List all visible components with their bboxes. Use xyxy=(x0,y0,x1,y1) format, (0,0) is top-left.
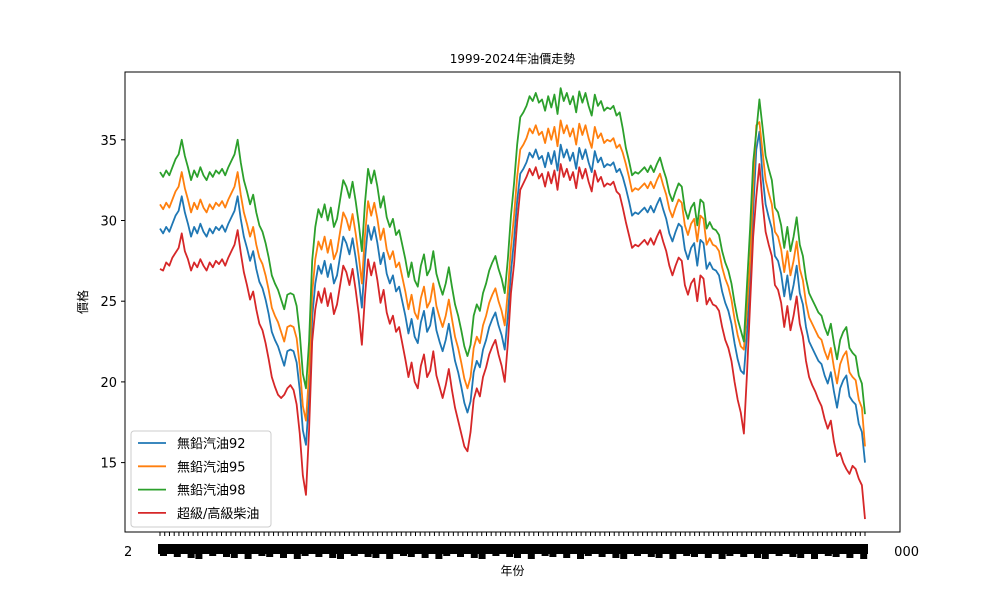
x-tick-label-glyph-21 xyxy=(407,554,415,557)
y-axis-title: 價格 xyxy=(75,290,90,314)
x-tick-label-glyph-10 xyxy=(280,554,287,558)
x-tick-label-glyph-28 xyxy=(492,554,500,556)
plot-frame xyxy=(124,71,901,533)
x-axis-title: 年份 xyxy=(500,564,524,578)
legend-frame xyxy=(130,430,272,528)
x-tick-label-glyph-26 xyxy=(470,554,478,558)
x-tick-label-glyph-7 xyxy=(244,554,252,559)
x-tick-label-glyph-16 xyxy=(350,554,358,556)
x-tick-label-glyph-58 xyxy=(846,554,854,558)
x-tick-label-glyph-51 xyxy=(761,554,769,559)
x-tick-label-glyph-34 xyxy=(563,554,571,558)
x-tick-label-glyph-36 xyxy=(584,554,592,556)
x-tick-label-glyph-0 xyxy=(160,554,167,556)
x-tick-label-glyph-37 xyxy=(598,554,606,557)
x-tick-label-band xyxy=(158,544,868,554)
y-tick-label-2: 25 xyxy=(100,295,117,310)
x-tick-label-glyph-2 xyxy=(187,554,195,558)
x-tick-label-glyph-14 xyxy=(329,554,337,558)
series-line-0 xyxy=(159,130,866,463)
x-tick-label-glyph-41 xyxy=(647,554,655,557)
y-axis: 15 20 25 30 35 xyxy=(100,134,125,472)
chart-title: 1999-2024年油價走勢 xyxy=(450,51,575,66)
x-tick-label-glyph-27 xyxy=(478,554,486,559)
x-tick-label-glyph-6 xyxy=(230,554,238,558)
x-tick-label-glyph-13 xyxy=(315,554,323,557)
x-tick-label-glyph-11 xyxy=(293,554,301,559)
x-tick-label-glyph-54 xyxy=(797,554,805,558)
x-tick-label-glyph-30 xyxy=(514,554,521,558)
x-tick-label-glyph-57 xyxy=(832,554,840,557)
y-tick-label-1: 20 xyxy=(100,376,117,391)
x-tick-label-glyph-15 xyxy=(337,554,344,559)
x-tick-label-glyph-23 xyxy=(435,554,443,559)
x-tick-label-glyph-48 xyxy=(726,554,734,556)
legend-label-2: 無鉛汽油98 xyxy=(177,484,246,499)
x-tick-label-glyph-53 xyxy=(789,554,797,557)
x-tick-label-glyph-9 xyxy=(266,554,274,557)
series-layer xyxy=(159,87,866,520)
x-tick-label-glyph-59 xyxy=(860,554,868,559)
x-tick-label-first: 2 xyxy=(124,545,132,560)
series-line-1 xyxy=(159,119,866,447)
x-tick-label-glyph-33 xyxy=(549,554,557,557)
x-tick-label-glyph-12 xyxy=(301,554,309,556)
x-tick-label-glyph-44 xyxy=(683,554,691,556)
legend-label-0: 無鉛汽油92 xyxy=(177,437,246,452)
x-tick-label-glyph-47 xyxy=(718,554,726,559)
x-tick-label-glyph-20 xyxy=(400,554,407,556)
x-tick-label-glyph-19 xyxy=(386,554,394,559)
legend-label-3: 超級/高級柴油 xyxy=(177,506,259,522)
x-tick-label-last: 000 xyxy=(894,545,919,560)
x-tick-marks xyxy=(159,532,866,536)
x-tick-label-glyph-43 xyxy=(669,554,677,559)
x-tick-label-glyph-45 xyxy=(691,554,698,557)
x-tick-label-glyph-46 xyxy=(704,554,712,558)
y-tick-label-0: 15 xyxy=(100,457,117,472)
series-line-2 xyxy=(159,87,866,415)
legend-label-1: 無鉛汽油95 xyxy=(177,460,246,475)
x-tick-label-glyph-29 xyxy=(506,554,514,557)
legend: 無鉛汽油92 無鉛汽油95 無鉛汽油98 超級/高級柴油 xyxy=(130,430,272,528)
x-tick-label-glyph-3 xyxy=(195,554,203,559)
x-axis: 2 000 xyxy=(124,532,919,560)
x-tick-label-glyph-25 xyxy=(457,554,464,557)
x-tick-label-glyph-40 xyxy=(634,554,641,556)
x-tick-label-glyph-35 xyxy=(577,554,584,559)
x-tick-label-glyph-38 xyxy=(612,554,620,558)
x-tick-label-glyph-1 xyxy=(173,554,181,557)
x-tick-label-glyph-4 xyxy=(209,554,217,556)
x-tick-label-glyph-31 xyxy=(527,554,535,559)
x-tick-label-glyph-5 xyxy=(223,554,230,557)
series-line-3 xyxy=(159,163,866,520)
x-tick-label-glyph-56 xyxy=(824,554,832,556)
x-tick-label-glyph-49 xyxy=(740,554,748,557)
x-tick-label-glyph-39 xyxy=(620,554,628,559)
x-tick-label-glyph-42 xyxy=(655,554,663,558)
x-tick-label-glyph-8 xyxy=(258,554,266,556)
x-tick-label-glyph-22 xyxy=(421,554,429,558)
x-tick-label-glyph-32 xyxy=(541,554,549,556)
x-tick-label-glyph-17 xyxy=(364,554,372,557)
x-tick-label-glyph-52 xyxy=(775,554,783,556)
x-tick-label-glyph-18 xyxy=(372,554,380,558)
y-tick-label-3: 30 xyxy=(100,214,117,229)
y-tick-label-4: 35 xyxy=(100,134,117,149)
x-tick-label-glyph-55 xyxy=(811,554,818,559)
x-tick-label-glyph-50 xyxy=(754,554,761,558)
x-tick-label-glyph-24 xyxy=(443,554,451,556)
